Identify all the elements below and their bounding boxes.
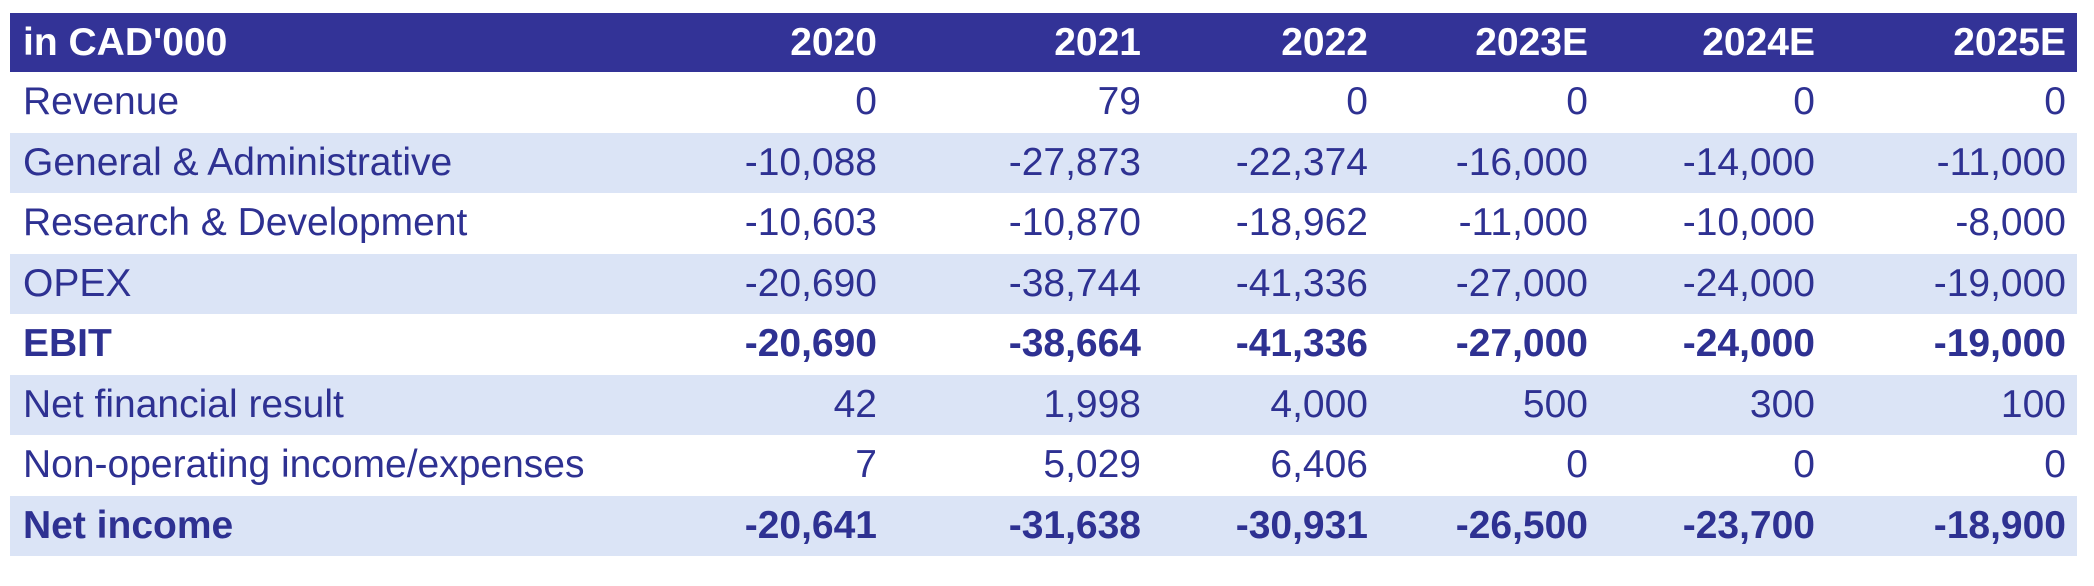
value-cell: 0 bbox=[855, 80, 877, 124]
row-label: Net financial result bbox=[23, 382, 344, 426]
value-cell: -24,000 bbox=[1682, 322, 1815, 366]
value-cell: -27,000 bbox=[1455, 322, 1588, 366]
row-label: Net income bbox=[23, 503, 234, 547]
value-cell: 0 bbox=[1793, 80, 1815, 124]
value-cell: 7 bbox=[855, 443, 877, 487]
value-cell: -31,638 bbox=[1008, 503, 1141, 547]
value-cell: -18,962 bbox=[1235, 201, 1368, 245]
value-cell: -8,000 bbox=[1955, 201, 2066, 245]
value-cell: 0 bbox=[2044, 80, 2066, 124]
value-cell: -41,336 bbox=[1235, 261, 1368, 305]
value-cell: 42 bbox=[833, 382, 877, 426]
value-cell: -20,690 bbox=[744, 322, 877, 366]
value-cell: 1,998 bbox=[1043, 382, 1141, 426]
column-header-2022: 2022 bbox=[1281, 20, 1368, 64]
column-header-2024e: 2024E bbox=[1702, 20, 1815, 64]
value-cell: -20,690 bbox=[744, 261, 877, 305]
value-cell: -10,000 bbox=[1682, 201, 1815, 245]
value-cell: 100 bbox=[2000, 382, 2066, 426]
value-cell: 0 bbox=[1566, 443, 1588, 487]
value-cell: -18,900 bbox=[1933, 503, 2066, 547]
value-cell: -38,664 bbox=[1008, 322, 1141, 366]
row-label: Revenue bbox=[23, 80, 180, 124]
value-cell: -22,374 bbox=[1235, 140, 1368, 184]
row-label: General & Administrative bbox=[23, 140, 453, 184]
value-cell: -10,603 bbox=[744, 201, 877, 245]
value-cell: -27,873 bbox=[1008, 140, 1141, 184]
value-cell: -16,000 bbox=[1455, 140, 1588, 184]
table-row: Research & Development -10,603 -10,870 -18,… bbox=[10, 193, 2077, 254]
column-header-2025e: 2025E bbox=[1953, 20, 2066, 64]
table-row: Revenue 0 79 0 0 0 0 bbox=[10, 72, 2077, 133]
value-cell: -38,744 bbox=[1008, 261, 1141, 305]
column-header-2021: 2021 bbox=[1054, 20, 1141, 64]
value-cell: -19,000 bbox=[1933, 261, 2066, 305]
value-cell: -41,336 bbox=[1235, 322, 1368, 366]
column-header-2023e: 2023E bbox=[1475, 20, 1588, 64]
value-cell: 300 bbox=[1749, 382, 1815, 426]
income-statement-table: in CAD'000 2020 2021 2022 2023E 2024E 2025E R… bbox=[10, 13, 2077, 556]
row-label: OPEX bbox=[23, 261, 132, 305]
value-cell: -27,000 bbox=[1455, 261, 1588, 305]
table-row: Net income -20,641 -31,638 -30,931 -26,500 -2… bbox=[10, 495, 2077, 556]
value-cell: 500 bbox=[1522, 382, 1588, 426]
value-cell: -23,700 bbox=[1682, 503, 1815, 547]
value-cell: -26,500 bbox=[1455, 503, 1588, 547]
value-cell: -24,000 bbox=[1682, 261, 1815, 305]
row-label: Research & Development bbox=[23, 201, 468, 245]
value-cell: -20,641 bbox=[744, 503, 877, 547]
row-label: Non-operating income/expenses bbox=[23, 443, 585, 487]
value-cell: 0 bbox=[1566, 80, 1588, 124]
table-row: OPEX -20,690 -38,744 -41,336 -27,000 -24,000 -… bbox=[10, 253, 2077, 314]
value-cell: -30,931 bbox=[1235, 503, 1368, 547]
value-cell: 4,000 bbox=[1270, 382, 1368, 426]
table-row: Non-operating income/expenses 7 5,029 6,406… bbox=[10, 435, 2077, 496]
value-cell: -11,000 bbox=[1458, 201, 1588, 245]
table-row: EBIT -20,690 -38,664 -41,336 -27,000 -24,000 -… bbox=[10, 314, 2077, 375]
value-cell: -10,088 bbox=[744, 140, 877, 184]
value-cell: 0 bbox=[1793, 443, 1815, 487]
table-row: Net financial result 42 1,998 4,000 500 300 10… bbox=[10, 374, 2077, 435]
value-cell: 6,406 bbox=[1270, 443, 1368, 487]
value-cell: 5,029 bbox=[1043, 443, 1141, 487]
value-cell: -14,000 bbox=[1682, 140, 1815, 184]
table-header-row: in CAD'000 2020 2021 2022 2023E 2024E 2025E bbox=[10, 13, 2077, 72]
table-body: Revenue 0 79 0 0 0 0 General & Administrative -1… bbox=[10, 72, 2077, 556]
row-label: EBIT bbox=[23, 322, 112, 366]
value-cell: -11,000 bbox=[1936, 140, 2066, 184]
value-cell: 0 bbox=[2044, 443, 2066, 487]
column-header-2020: 2020 bbox=[790, 20, 877, 64]
value-cell: 79 bbox=[1097, 80, 1141, 124]
table-row: General & Administrative -10,088 -27,873 -2… bbox=[10, 132, 2077, 193]
unit-label: in CAD'000 bbox=[23, 20, 228, 64]
value-cell: -10,870 bbox=[1008, 201, 1141, 245]
value-cell: -19,000 bbox=[1933, 322, 2066, 366]
value-cell: 0 bbox=[1346, 80, 1368, 124]
